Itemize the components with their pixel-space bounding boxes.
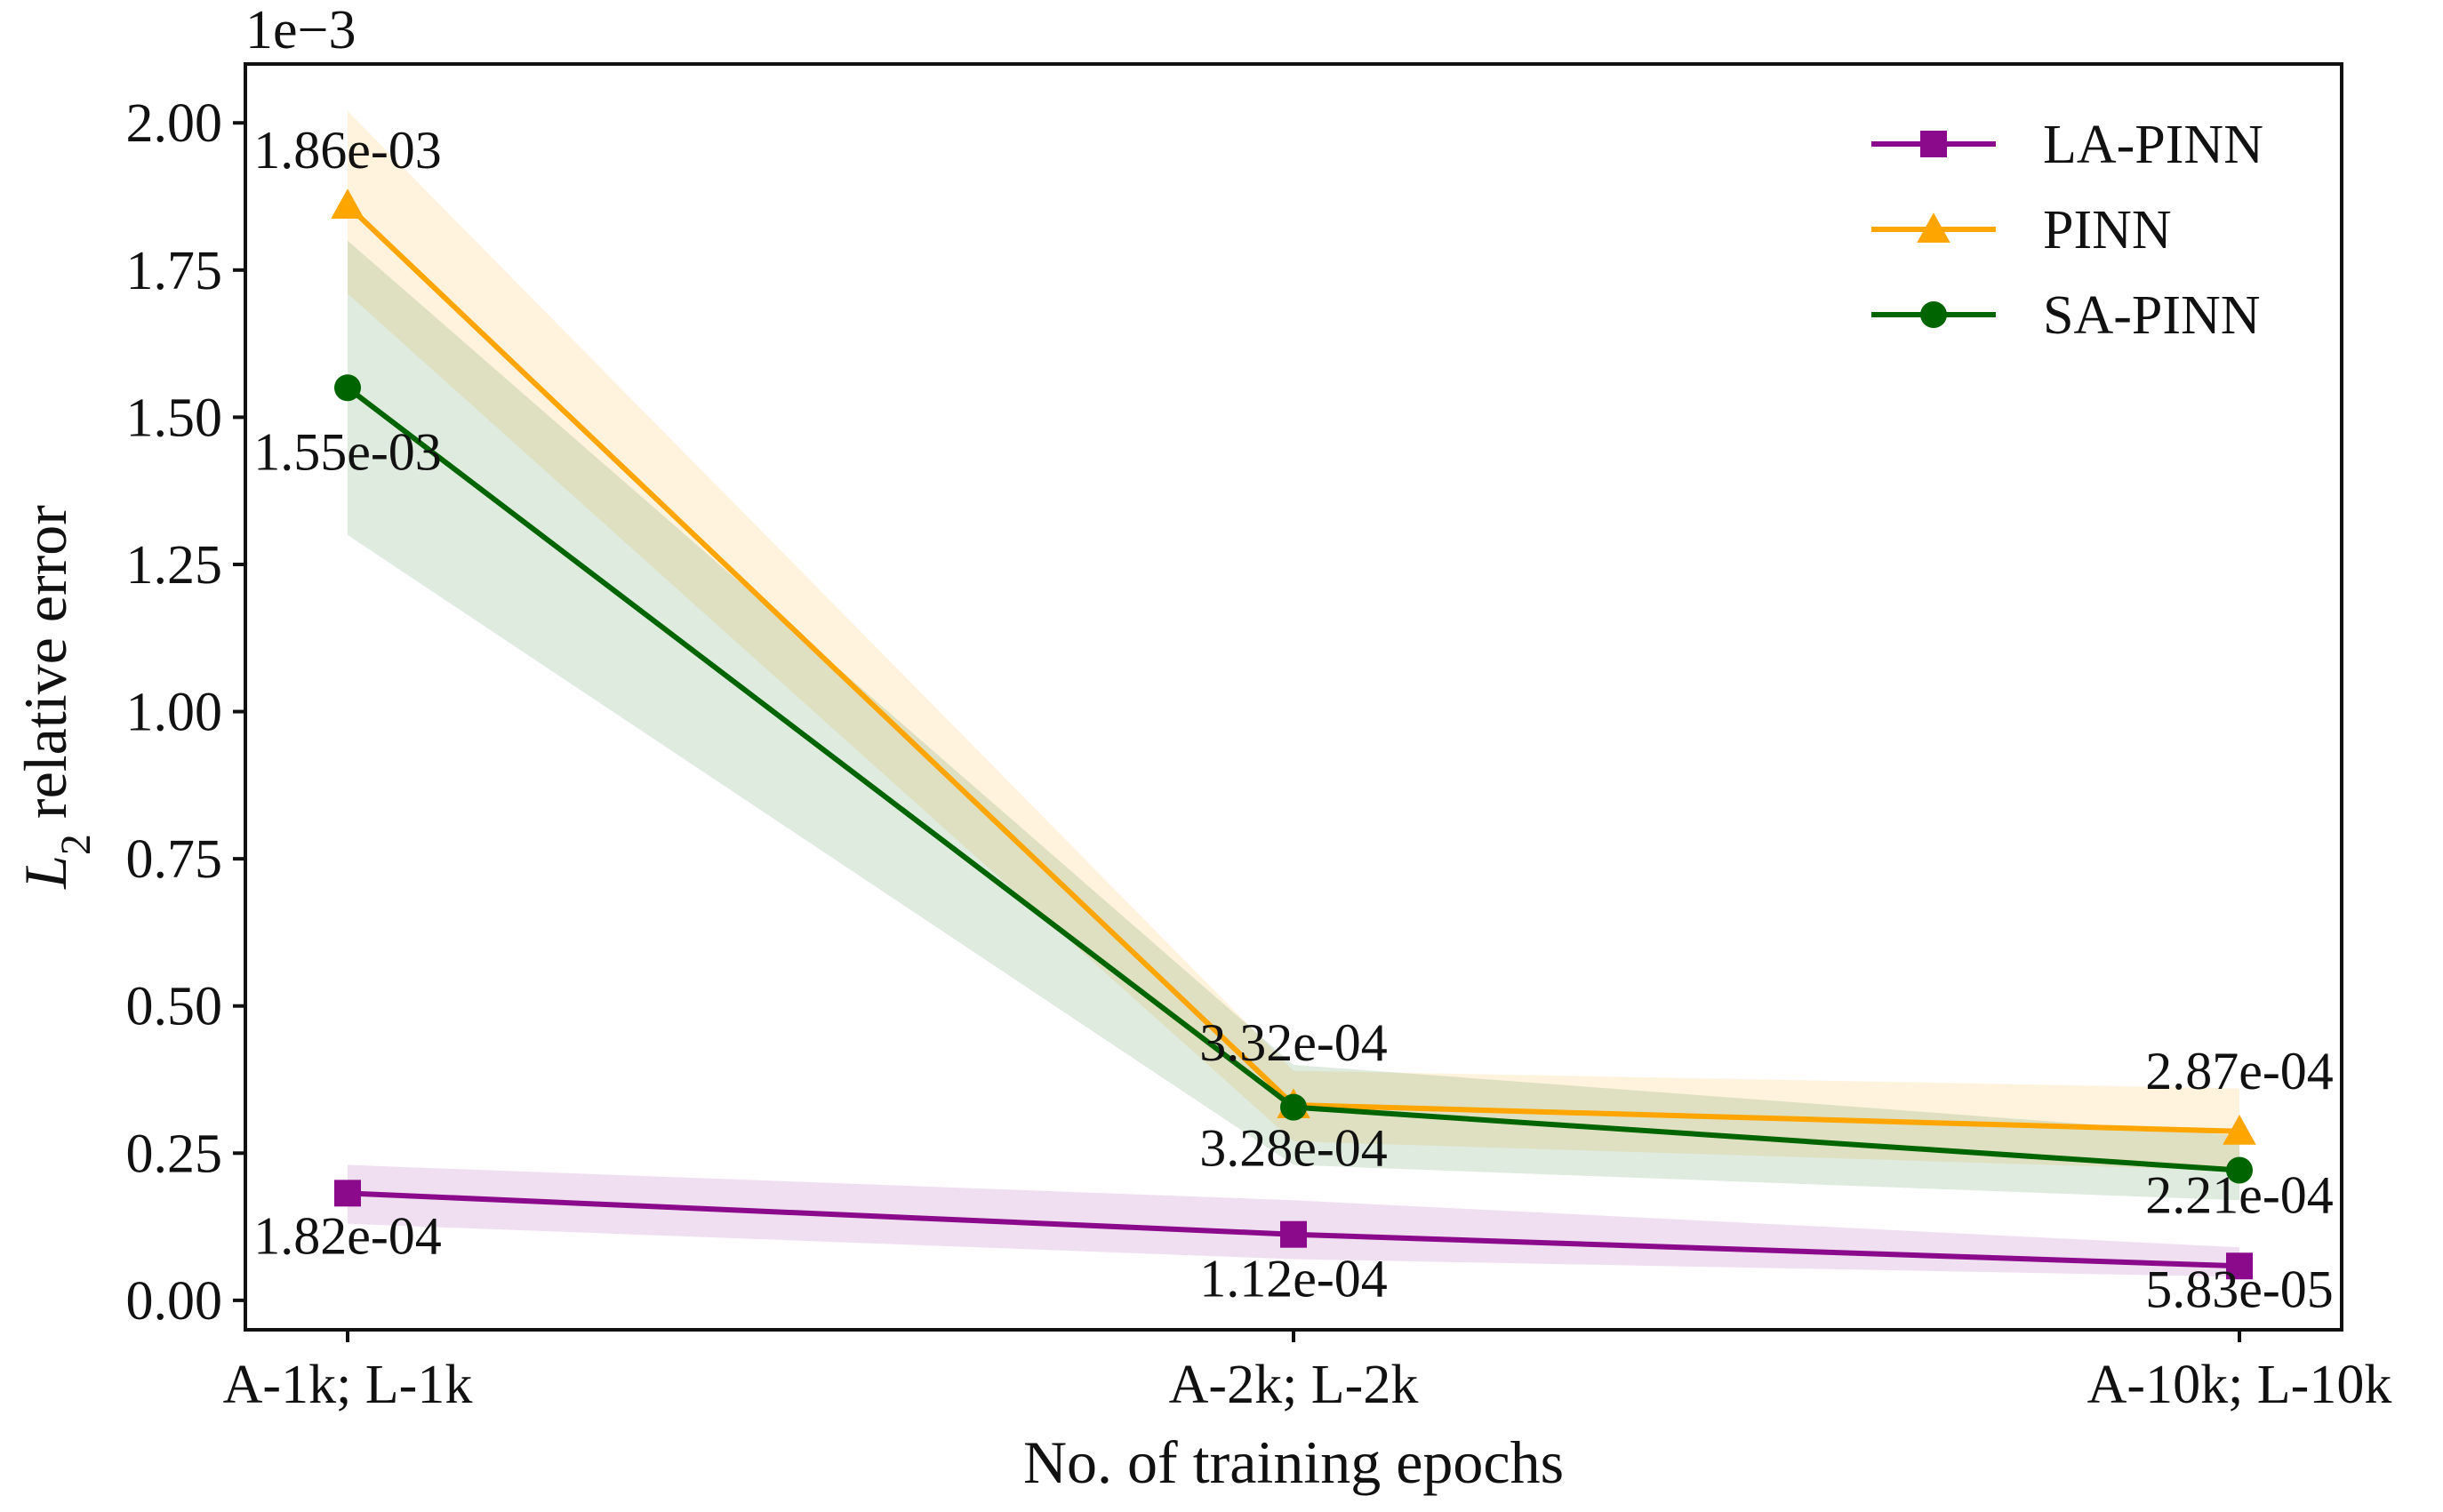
series-markers [331,188,2256,1280]
data-label-la-pinn-3: 5.83e-05 [2145,1260,2334,1318]
marker-sa-pinn-3 [2226,1156,2253,1184]
data-label-pinn-1: 1.86e-03 [253,121,442,180]
y-axis-title-main: L [12,855,79,890]
x-axis-title: No. of training epochs [1023,1428,1564,1496]
marker-la-pinn-2 [1280,1220,1307,1248]
marker-sa-pinn-2 [1280,1093,1307,1121]
y-tick-label-0: 0.00 [126,1271,223,1332]
marker-la-pinn-1 [334,1180,361,1207]
data-labels: 1.82e-04 1.12e-04 5.83e-05 1.86e-03 3.32e-04… [253,121,2334,1318]
y-axis-title: L2 relative error [12,505,100,890]
legend-label-sa-pinn: SA-PINN [2043,285,2261,346]
data-label-la-pinn-2: 1.12e-04 [1199,1250,1388,1308]
band-sa-pinn [348,240,2239,1201]
y-tick-label-5: 1.25 [126,535,223,596]
x-tick-label-1: A-2k; L-2k [1169,1355,1419,1415]
y-axis-title-sub: 2 [52,834,100,855]
marker-pinn-3 [2223,1115,2256,1145]
marker-pinn-1 [331,188,364,219]
legend-marker-pinn [1917,212,1950,243]
x-axis: A-1k; L-1k A-2k; L-2k A-10k; L-10k [223,1330,2392,1415]
legend-label-la-pinn: LA-PINN [2043,115,2263,175]
y-tick-label-3: 0.75 [126,829,223,890]
y-axis: 0.00 0.25 0.50 0.75 1.00 1.25 1.50 1.75 2.00 [126,93,245,1332]
data-label-la-pinn-1: 1.82e-04 [253,1206,442,1265]
legend-marker-sa-pinn [1920,301,1947,328]
y-axis-title-rest: relative error [12,505,79,834]
data-label-sa-pinn-2: 3.28e-04 [1199,1119,1388,1178]
legend-marker-la-pinn [1920,131,1947,157]
y-exponent-label: 1e−3 [245,0,356,60]
y-tick-label-6: 1.50 [126,388,223,448]
legend: LA-PINN PINN SA-PINN [1871,115,2263,346]
y-tick-label-7: 1.75 [126,241,223,301]
y-tick-label-8: 2.00 [126,93,223,154]
y-tick-label-4: 1.00 [126,683,223,743]
x-tick-label-0: A-1k; L-1k [223,1355,473,1415]
data-label-sa-pinn-1: 1.55e-03 [253,422,442,481]
data-label-pinn-2: 3.32e-04 [1199,1013,1388,1072]
y-tick-label-1: 0.25 [126,1124,223,1184]
data-label-sa-pinn-3: 2.21e-04 [2145,1166,2334,1225]
legend-label-pinn: PINN [2043,200,2172,260]
marker-sa-pinn-1 [334,374,361,402]
y-tick-label-2: 0.50 [126,977,223,1037]
x-tick-label-2: A-10k; L-10k [2087,1355,2392,1415]
data-label-pinn-3: 2.87e-04 [2145,1042,2334,1100]
marker-la-pinn-3 [2226,1252,2253,1280]
